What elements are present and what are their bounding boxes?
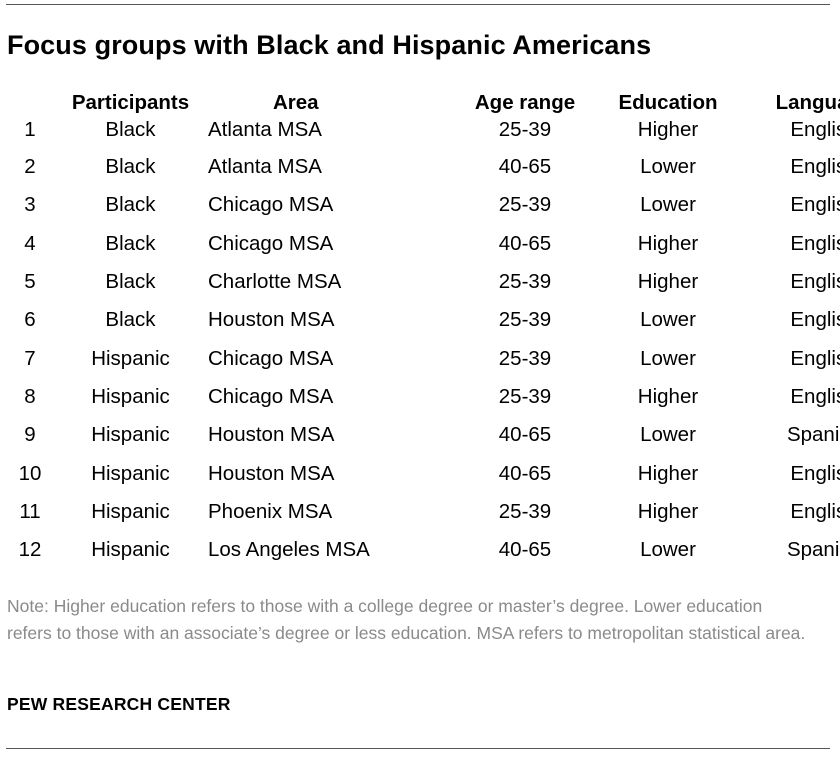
cell-participants: Hispanic (91, 423, 170, 447)
cell-education: Higher (637, 231, 699, 255)
cell-number: 5 (24, 270, 36, 294)
cell-age-range: 25-39 (498, 118, 552, 141)
cell-language: English (790, 155, 840, 179)
cell-education: Lower (640, 155, 696, 179)
cell-language: English (790, 118, 840, 141)
header-area: Area (273, 90, 319, 114)
cell-language: English (790, 346, 840, 370)
cell-area: Houston MSA (208, 461, 335, 485)
cell-number: 9 (24, 423, 36, 447)
page-title: Focus groups with Black and Hispanic Ame… (7, 30, 652, 60)
header-number (7, 87, 53, 118)
cell-area: Phoenix MSA (208, 499, 333, 523)
cell-education: Lower (640, 423, 696, 447)
cell-area: Chicago MSA (208, 384, 334, 408)
cell-number: 10 (18, 461, 42, 485)
table-row: 12 Hispanic Los Angeles MSA 40-65 Lower Spani… (7, 531, 840, 569)
table-row: 11 Hispanic Phoenix MSA 25-39 Higher English (7, 493, 840, 531)
cell-area: Houston MSA (208, 423, 335, 447)
table-row: 5 Black Charlotte MSA 25-39 Higher English (7, 263, 840, 301)
cell-number: 12 (18, 538, 42, 562)
cell-number: 3 (24, 193, 36, 217)
cell-participants: Hispanic (91, 384, 170, 408)
cell-participants: Hispanic (91, 346, 170, 370)
cell-education: Lower (640, 346, 696, 370)
cell-area: Houston MSA (208, 308, 335, 332)
cell-language: English (790, 308, 840, 332)
cell-age-range: 40-65 (498, 423, 552, 447)
cell-participants: Black (105, 193, 156, 217)
cell-education: Higher (637, 384, 699, 408)
cell-participants: Black (105, 308, 156, 332)
cell-education: Higher (637, 461, 699, 485)
table-row: 6 Black Houston MSA 25-39 Lower English (7, 301, 840, 339)
cell-age-range: 25-39 (498, 384, 552, 408)
cell-age-range: 25-39 (498, 499, 552, 523)
cell-number: 2 (24, 155, 36, 179)
cell-area: Chicago MSA (208, 346, 334, 370)
header-education: Education (618, 90, 718, 114)
cell-area: Chicago MSA (208, 193, 334, 217)
table-header-row: Participants Area Age range Education La… (7, 87, 840, 118)
cell-area: Atlanta MSA (208, 118, 322, 141)
table-row: 1 Black Atlanta MSA 25-39 Higher English (7, 118, 840, 148)
source-credit: PEW RESEARCH CENTER (7, 694, 231, 714)
cell-age-range: 40-65 (498, 231, 552, 255)
cell-participants: Hispanic (91, 538, 170, 562)
table-row: 8 Hispanic Chicago MSA 25-39 Higher English (7, 378, 840, 416)
cell-number: 8 (24, 384, 36, 408)
cell-age-range: 25-39 (498, 308, 552, 332)
table-row: 2 Black Atlanta MSA 40-65 Lower English (7, 148, 840, 186)
table-row: 4 Black Chicago MSA 40-65 Higher English (7, 225, 840, 263)
bottom-divider (6, 748, 830, 749)
cell-language: English (790, 270, 840, 294)
focus-groups-table: Participants Area Age range Education La… (7, 87, 840, 569)
cell-education: Higher (637, 270, 699, 294)
header-participants: Participants (71, 90, 190, 114)
header-language: Language (775, 90, 840, 114)
cell-participants: Black (105, 155, 156, 179)
cell-participants: Hispanic (91, 461, 170, 485)
cell-age-range: 40-65 (498, 155, 552, 179)
cell-participants: Hispanic (91, 499, 170, 523)
cell-language: Spanish (786, 423, 840, 447)
cell-number: 1 (24, 118, 36, 141)
cell-age-range: 25-39 (498, 193, 552, 217)
cell-participants: Black (105, 270, 156, 294)
cell-area: Charlotte MSA (208, 270, 342, 294)
cell-age-range: 25-39 (498, 346, 552, 370)
cell-number: 11 (19, 499, 41, 523)
cell-number: 4 (24, 231, 36, 255)
cell-age-range: 25-39 (498, 270, 552, 294)
cell-age-range: 40-65 (498, 461, 552, 485)
cell-number: 6 (24, 308, 36, 332)
cell-education: Lower (640, 538, 696, 562)
cell-number: 7 (24, 346, 36, 370)
cell-area: Los Angeles MSA (208, 538, 370, 562)
cell-participants: Black (105, 231, 156, 255)
cell-age-range: 40-65 (498, 538, 552, 562)
cell-language: English (790, 461, 840, 485)
cell-education: Higher (637, 118, 699, 141)
cell-education: Lower (640, 308, 696, 332)
cell-area: Chicago MSA (208, 231, 334, 255)
table-row: 10 Hispanic Houston MSA 40-65 Higher English (7, 454, 840, 492)
cell-language: Spanish (786, 538, 840, 562)
table-row: 7 Hispanic Chicago MSA 25-39 Lower English (7, 339, 840, 377)
cell-education: Higher (637, 499, 699, 523)
cell-language: English (790, 499, 840, 523)
table-body: 1 Black Atlanta MSA 25-39 Higher English 2 Blac… (7, 118, 840, 569)
cell-language: English (790, 193, 840, 217)
cell-education: Lower (640, 193, 696, 217)
top-divider (6, 4, 830, 5)
table-row: 9 Hispanic Houston MSA 40-65 Lower Spanish (7, 416, 840, 454)
cell-area: Atlanta MSA (208, 155, 322, 179)
cell-language: English (790, 231, 840, 255)
cell-language: English (790, 384, 840, 408)
header-age-range: Age range (474, 90, 576, 114)
cell-participants: Black (105, 118, 156, 141)
footnote: Note: Higher education refers to those w… (7, 596, 806, 643)
table-row: 3 Black Chicago MSA 25-39 Lower English (7, 186, 840, 224)
